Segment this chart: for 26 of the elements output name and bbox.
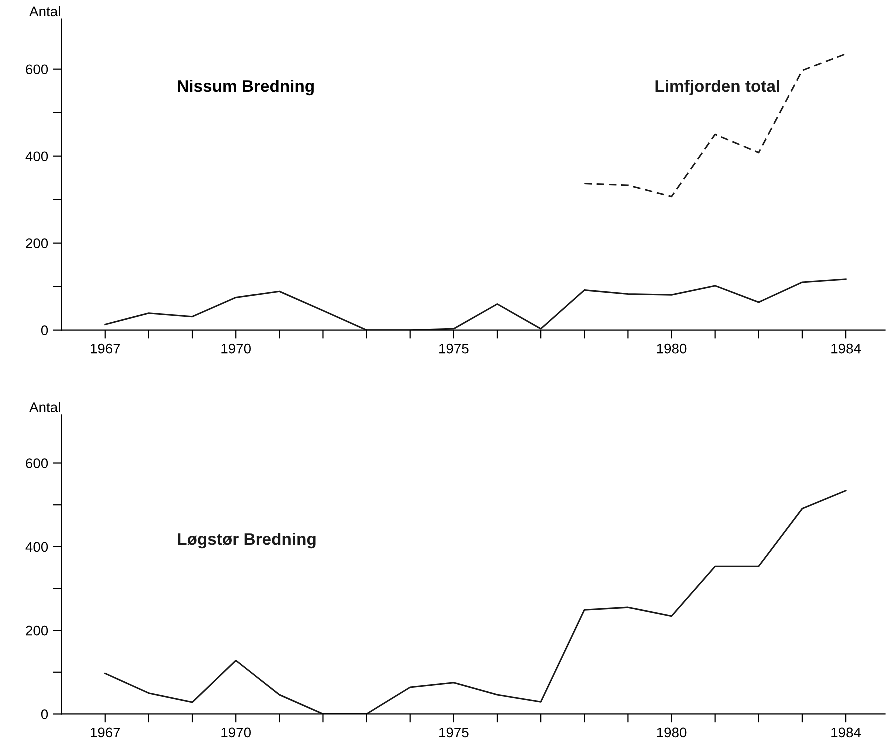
x-tick-label: 1967 [91, 728, 120, 738]
x-tick-label: 1984 [832, 728, 862, 738]
x-tick-label: 1980 [657, 728, 687, 738]
line-series [104, 490, 847, 714]
x-tick-label: 1975 [440, 728, 469, 738]
x-tick-label: 1980 [657, 344, 687, 354]
series-label: Limfjorden total [656, 80, 780, 96]
y-axis-title: Antal [30, 6, 60, 17]
text: Nissum Bredning [178, 80, 314, 96]
x-tick-label: 1970 [222, 728, 251, 738]
y-tick-label: 200 [26, 238, 48, 249]
y-tick-label: 600 [26, 458, 48, 468]
x-tick-label: 1967 [91, 344, 120, 354]
x-tick-label: 1984 [832, 344, 862, 354]
y-tick-label: 200 [26, 626, 48, 636]
x-tick-label: 1975 [440, 344, 469, 354]
x-tick-label: 1970 [222, 344, 251, 354]
line-series [584, 53, 847, 198]
y-tick-label: 400 [26, 152, 48, 162]
y-tick-label: 400 [26, 542, 48, 552]
line-series [104, 278, 847, 330]
y-tick-label: 0 [41, 326, 48, 336]
y-tick-label: 600 [26, 64, 48, 75]
y-tick-label: 0 [41, 710, 48, 720]
y-axis-title: Antal [30, 402, 60, 412]
text: Løgstør Bredning [178, 532, 316, 549]
